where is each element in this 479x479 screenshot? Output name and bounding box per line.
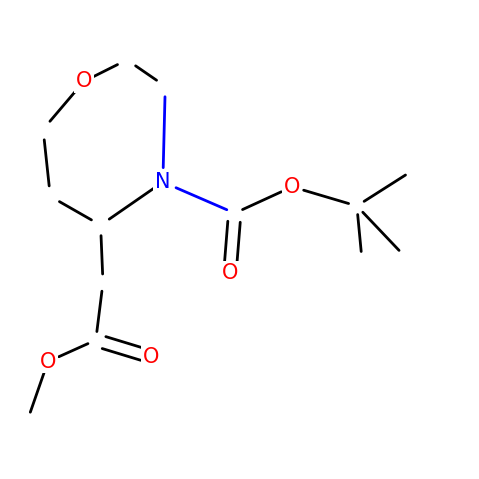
Text: N: N <box>155 172 171 192</box>
Text: O: O <box>284 177 300 197</box>
Text: O: O <box>222 263 238 283</box>
Text: O: O <box>143 347 159 367</box>
Text: O: O <box>40 352 56 372</box>
Text: O: O <box>76 71 92 91</box>
